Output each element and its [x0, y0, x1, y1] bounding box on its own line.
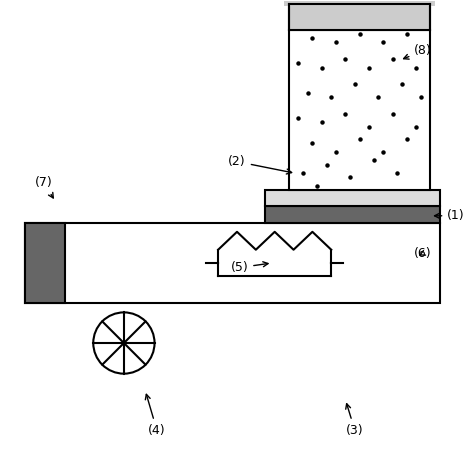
Bar [265, 190, 439, 206]
Text: (8): (8) [403, 45, 432, 59]
Bar [289, 30, 430, 190]
Bar [289, 4, 430, 30]
Text: (4): (4) [146, 394, 166, 437]
Text: (1): (1) [435, 210, 465, 222]
Ellipse shape [289, 0, 430, 4]
Text: (6): (6) [414, 247, 432, 260]
Bar [25, 223, 65, 303]
Text: (3): (3) [346, 404, 364, 437]
Bar [25, 223, 439, 303]
Bar [284, 0, 435, 6]
Text: (7): (7) [35, 176, 53, 198]
Text: (5): (5) [230, 261, 268, 274]
Text: (2): (2) [228, 155, 292, 174]
Bar [265, 206, 439, 223]
